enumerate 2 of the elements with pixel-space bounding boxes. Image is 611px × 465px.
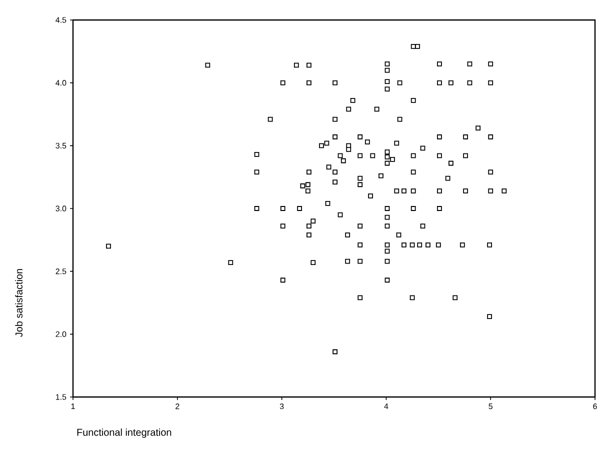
y-axis-title: Job satisfaction xyxy=(15,269,22,337)
x-axis-title: Functional integration xyxy=(77,428,172,438)
